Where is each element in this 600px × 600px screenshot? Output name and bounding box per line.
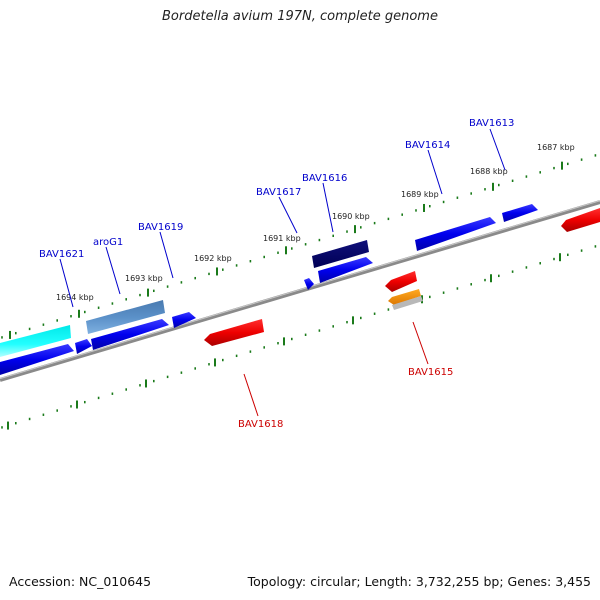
gene-bav1615-grey[interactable] [392,296,423,310]
kbp-label-1688: 1688 kbp [470,167,508,176]
gene-bav1616-upper[interactable] [312,240,369,268]
kbp-label-1691: 1691 kbp [263,234,301,243]
forward-label-lines [59,128,506,308]
gene-bav1620[interactable] [91,319,169,350]
gene-bav1615-orange[interactable] [388,289,421,305]
gene-cyan-left[interactable] [0,325,71,357]
gene-arog1[interactable] [86,300,165,334]
gene-label-bav1613[interactable]: BAV1613 [469,118,514,129]
accession-text: Accession: NC_010645 [9,574,152,589]
inner-scale-ticks [1,245,597,430]
gene-bav1612[interactable] [561,208,600,232]
kbp-label-1692: 1692 kbp [194,254,232,263]
gene-bav1618[interactable] [204,319,264,346]
gene-label-bav1618[interactable]: BAV1618 [238,419,283,430]
gene-bav1616[interactable] [318,257,373,283]
kbp-label-1689: 1689 kbp [401,190,439,199]
gene-label-bav1621[interactable]: BAV1621 [39,249,84,260]
gene-label-bav1617[interactable]: BAV1617 [256,187,301,198]
kbp-labels: 1687 kbp 1688 kbp 1689 kbp 1690 kbp 1691… [56,143,575,302]
genome-backbone [0,200,600,382]
gene-bav1621[interactable] [75,339,92,354]
kbp-label-1690: 1690 kbp [332,212,370,221]
reverse-label-lines [243,321,429,417]
reverse-gene-labels: BAV1615 BAV1618 [238,367,453,430]
gene-bav1614[interactable] [415,217,496,251]
gene-label-bav1615[interactable]: BAV1615 [408,367,453,378]
gene-blue-left[interactable] [0,344,74,375]
forward-gene-labels: BAV1613 BAV1614 BAV1616 BAV1617 BAV1619 … [39,118,514,260]
topology-text: Topology: circular; Length: 3,732,255 bp… [247,574,591,589]
kbp-label-1694: 1694 kbp [56,293,94,302]
gene-bav1615[interactable] [385,271,417,292]
gene-bav1613[interactable] [502,204,538,222]
map-title: Bordetella avium 197N, complete genome [162,9,438,24]
outer-scale-ticks [1,154,597,339]
gene-label-bav1616[interactable]: BAV1616 [302,173,347,184]
gene-label-bav1619[interactable]: BAV1619 [138,222,183,233]
gene-bav1619[interactable] [172,312,196,328]
forward-genes [0,204,538,375]
gene-bav1617[interactable] [304,278,314,290]
reverse-genes [204,208,600,346]
gene-label-bav1614[interactable]: BAV1614 [405,140,450,151]
kbp-label-1687: 1687 kbp [537,143,575,152]
gene-label-arog1[interactable]: aroG1 [93,237,123,248]
kbp-label-1693: 1693 kbp [125,274,163,283]
